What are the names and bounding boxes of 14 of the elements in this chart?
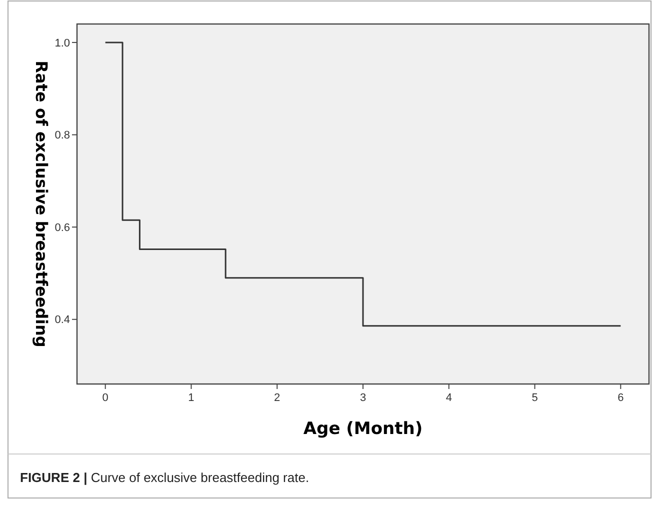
x-tick-label: 6 (618, 392, 624, 404)
x-tick-label: 3 (360, 392, 366, 404)
x-tick-label: 2 (274, 392, 280, 404)
x-tick-label: 0 (102, 392, 108, 404)
x-tick-label: 5 (532, 392, 538, 404)
y-tick-label: 0.8 (54, 130, 70, 142)
x-tick-label: 1 (188, 392, 194, 404)
y-axis-title: Rate of exclusive breastfeeding (32, 60, 51, 348)
x-axis-title: Age (Month) (303, 419, 423, 439)
y-tick-label: 0.4 (54, 314, 70, 326)
caption: FIGURE 2 | Curve of exclusive breastfeeding rate. (20, 470, 310, 485)
x-tick-label: 4 (446, 392, 452, 404)
y-tick-label: 0.6 (54, 222, 70, 234)
y-tick-label: 1.0 (54, 37, 70, 50)
